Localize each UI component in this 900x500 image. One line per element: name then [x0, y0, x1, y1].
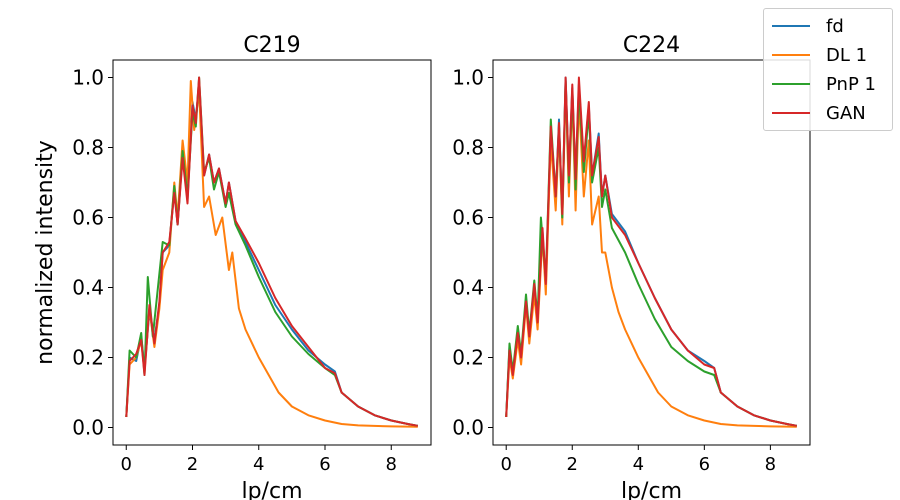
x-tick-label: 4 [253, 454, 264, 475]
axes-frame [492, 59, 811, 446]
series-line-gan [125, 76, 418, 427]
y-tick-label: 0.8 [452, 136, 484, 160]
legend: fd DL 1 PnP 1 GAN [763, 8, 893, 131]
legend-entry-gan: GAN [772, 102, 866, 124]
legend-label-pnp1: PnP 1 [826, 73, 876, 95]
axes-frame [112, 59, 432, 446]
legend-swatch-dl1 [772, 54, 810, 56]
legend-label-gan: GAN [826, 102, 866, 124]
x-tick-label: 8 [386, 454, 397, 475]
y-tick-label: 1.0 [72, 66, 104, 90]
legend-label-dl1: DL 1 [826, 44, 868, 66]
y-tick-label: 0.0 [452, 416, 484, 440]
x-tick-label: 8 [765, 454, 776, 475]
y-tick-label: 0.4 [452, 276, 484, 300]
x-axis-label: lp/cm [241, 479, 302, 500]
y-tick-label: 0.8 [72, 136, 104, 160]
y-tick-label: 0.2 [452, 346, 484, 370]
y-tick-label: 0.6 [72, 206, 104, 230]
y-axis-label: normalized intensity [33, 140, 58, 365]
legend-swatch-gan [772, 112, 810, 114]
x-tick-label: 0 [500, 454, 511, 475]
y-tick-label: 0.6 [452, 206, 484, 230]
legend-entry-fd: fd [772, 15, 844, 37]
y-tick-label: 0.4 [72, 276, 104, 300]
x-tick-label: 6 [699, 454, 710, 475]
y-tick-label: 1.0 [452, 66, 484, 90]
chart-panel-c219: 0 2 4 6 8 0.0 0.2 0.4 0.6 0.8 1.0 C219 lp/cm normaliz… [33, 33, 432, 500]
legend-entry-pnp1: PnP 1 [772, 73, 876, 95]
y-tick-label: 0.2 [72, 346, 104, 370]
x-tick-label: 0 [121, 454, 132, 475]
x-tick-label: 2 [187, 454, 198, 475]
y-tick-label: 0.0 [72, 416, 104, 440]
x-axis-label: lp/cm [621, 479, 682, 500]
legend-swatch-fd [772, 25, 810, 27]
series-line-gan [505, 76, 797, 427]
x-tick-label: 2 [567, 454, 578, 475]
legend-entry-dl1: DL 1 [772, 44, 868, 66]
series-line-dl1 [125, 80, 418, 428]
legend-swatch-pnp1 [772, 83, 810, 85]
series-line-fd [125, 83, 418, 427]
legend-label-fd: fd [826, 15, 844, 37]
chart-panel-c224: 0 2 4 6 8 0.0 0.2 0.4 0.6 0.8 1.0 C224 lp/cm [452, 33, 811, 500]
chart-title: C224 [623, 33, 680, 58]
chart-title: C219 [243, 33, 300, 58]
x-tick-label: 6 [319, 454, 330, 475]
x-tick-label: 4 [633, 454, 644, 475]
